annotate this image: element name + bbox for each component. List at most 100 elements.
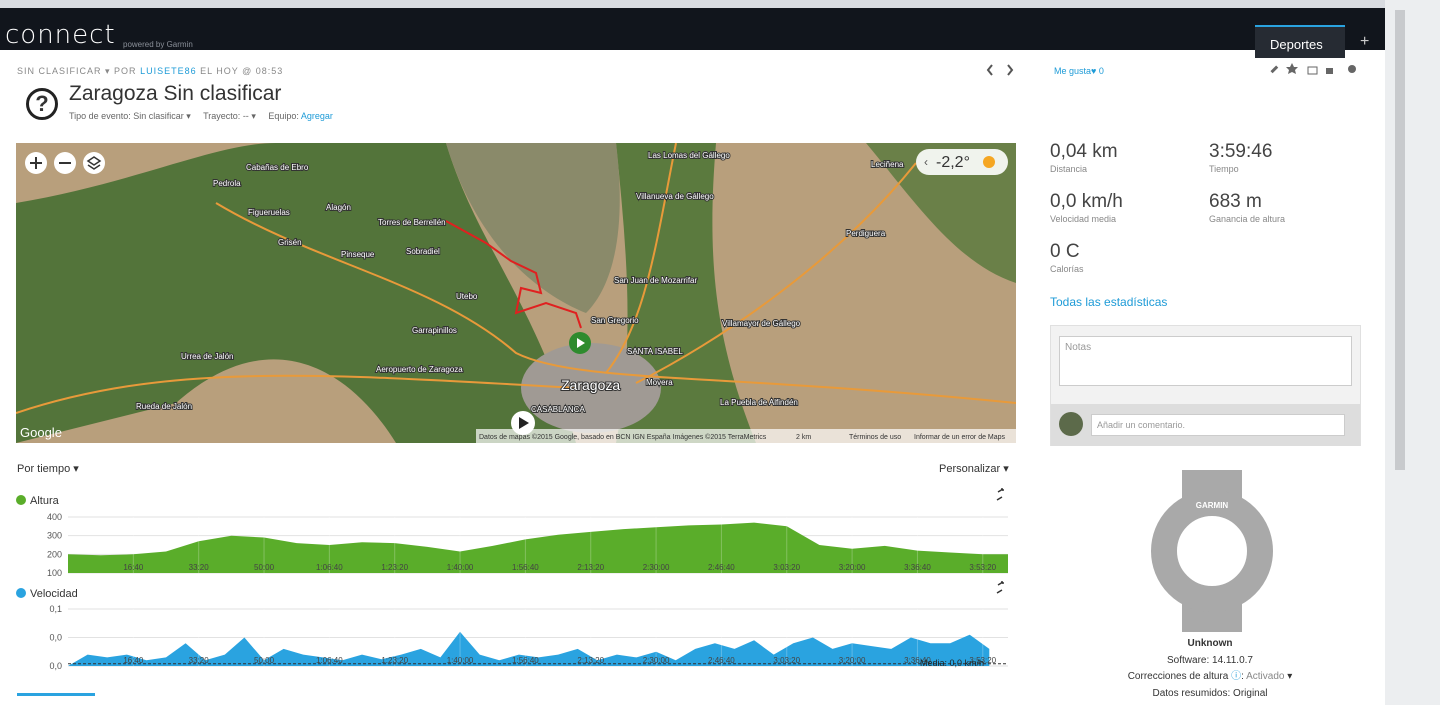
y-tick-label: 400 — [47, 512, 62, 522]
prev[interactable] — [986, 64, 993, 76]
mode-select[interactable]: Por tiempo ▾ — [17, 463, 79, 475]
place: Garrapinillos — [412, 326, 457, 335]
place: Leciñena — [871, 160, 904, 169]
place: Perdiguera — [846, 229, 886, 238]
stat-value: 683 m — [1209, 191, 1262, 212]
notes-panel: Notas Añadir un comentario. — [1050, 325, 1361, 446]
place: La Puebla de Alfindén — [720, 398, 798, 407]
next[interactable] — [1007, 64, 1014, 76]
x-tick-label: 1:06:40 — [316, 656, 343, 665]
terrain — [446, 143, 620, 313]
category[interactable]: SIN CLASIFICAR — [17, 66, 102, 76]
stat-value: 0,0 km/h — [1050, 191, 1123, 212]
by: POR — [114, 66, 137, 76]
zoom-in-icon — [30, 157, 42, 169]
powered-by: powered by Garmin — [123, 40, 193, 49]
corrections: Correcciones de altura ⓘ: Activado ▾ — [1127, 671, 1293, 682]
star-icon[interactable] — [1286, 63, 1298, 74]
chart-title: Altura — [30, 495, 60, 507]
gear-label: Equipo: — [268, 111, 299, 121]
top-bar: connect powered by Garmin Deportes + — [0, 0, 1385, 58]
breadcrumb: SIN CLASIFICAR ▾ POR LUISETE86 EL HOY @ … — [17, 66, 284, 76]
place: Torres de Berrellén — [378, 218, 446, 227]
place: Zaragoza — [561, 377, 620, 393]
share-icon[interactable] — [1307, 66, 1318, 75]
stat-label: Velocidad media — [1050, 214, 1117, 224]
settings-icon[interactable] — [1348, 65, 1356, 73]
corrections-value[interactable]: Activado — [1246, 671, 1285, 682]
attribution: Datos de mapas ©2015 Google, basado en B… — [479, 433, 767, 441]
toolbar — [1270, 63, 1356, 75]
gear[interactable]: Agregar — [300, 111, 333, 121]
all-stats[interactable]: Todas las estadísticas — [1050, 295, 1168, 309]
x-tick-label: 2:13:20 — [577, 563, 604, 572]
scrollbar[interactable] — [1385, 0, 1440, 705]
software: Software: 14.11.0.7 — [1167, 654, 1253, 666]
temperature: -2,2° — [936, 154, 970, 171]
sports-menu[interactable]: Deportes — [1255, 25, 1345, 58]
like-label[interactable]: Me gusta — [1054, 66, 1092, 76]
mode[interactable]: Por tiempo — [17, 463, 71, 475]
device-image: GARMIN — [1151, 470, 1273, 632]
date: EL HOY @ 08:53 — [200, 66, 284, 76]
course[interactable]: -- — [242, 111, 249, 121]
watch-bezel — [1151, 490, 1273, 612]
edit-icon[interactable] — [1270, 65, 1279, 74]
place: Cabañas de Ebro — [246, 163, 309, 172]
expand-icon[interactable] — [996, 581, 1004, 594]
sun-icon — [983, 156, 995, 168]
x-tick-label: 3:03:20 — [773, 656, 800, 665]
stat-value: 0,04 km — [1050, 141, 1118, 162]
map-labels: Cabañas de Ebro Pedrola Alagón Figueruel… — [135, 150, 905, 415]
place: San Juan de Mozarrifar — [614, 276, 697, 285]
place: Pedrola — [213, 179, 241, 188]
x-tick-label: 1:23:20 — [381, 656, 408, 665]
logo[interactable]: connect — [5, 20, 116, 50]
comment-input[interactable]: Añadir un comentario. — [1091, 414, 1345, 436]
user[interactable]: LUISETE86 — [140, 66, 197, 76]
nav-arrows[interactable] — [984, 62, 1020, 78]
customize[interactable]: Personalizar ▾ — [939, 463, 1009, 475]
lock-icon[interactable] — [1326, 68, 1333, 74]
stat-value: 0 C — [1050, 241, 1080, 262]
weather[interactable] — [916, 149, 1008, 175]
play-icon — [519, 417, 529, 429]
place: Urrea de Jalón — [181, 352, 233, 361]
y-tick-label: 0,1 — [49, 604, 62, 614]
customize-label[interactable]: Personalizar — [939, 463, 1001, 475]
place: Villanueva de Gállego — [636, 192, 714, 201]
scroll-thumb[interactable] — [1395, 10, 1405, 470]
google-logo: Google — [20, 425, 62, 440]
summary: Datos resumidos: Original — [1152, 687, 1268, 699]
notes[interactable]: Notas — [1059, 336, 1352, 386]
like[interactable]: Me gusta♥ 0 — [1054, 66, 1104, 76]
tab-indicator[interactable] — [17, 693, 95, 696]
place: Utebo — [456, 292, 478, 301]
activity-title[interactable]: Zaragoza Sin clasificar — [69, 82, 282, 105]
x-tick-label: 1:23:20 — [381, 563, 408, 572]
area — [68, 631, 990, 666]
attribution-bg — [476, 429, 1016, 443]
x-tick-label: 3:20:00 — [839, 656, 866, 665]
stat-value: 3:59:46 — [1209, 141, 1273, 162]
course-label: Trayecto: — [203, 111, 241, 121]
expand-icon[interactable] — [996, 488, 1004, 501]
x-tick-label: 50:00 — [254, 563, 275, 572]
x-tick-label: 16:40 — [123, 563, 144, 572]
report[interactable]: Informar de un error de Maps — [914, 434, 1006, 441]
place: Villamayor de Gállego — [722, 319, 801, 328]
terms[interactable]: Términos de uso — [849, 434, 901, 441]
layers[interactable] — [83, 152, 105, 174]
place: Aeropuerto de Zaragoza — [376, 365, 463, 374]
map[interactable]: Cabañas de Ebro Pedrola Alagón Figueruel… — [16, 143, 1016, 443]
add-button[interactable]: + — [1360, 33, 1370, 50]
place: Grisén — [278, 238, 302, 247]
scale: 2 km — [796, 434, 811, 441]
event[interactable]: Sin clasificar — [133, 111, 184, 121]
legend-dot — [16, 495, 26, 505]
device-name: Unknown — [1187, 638, 1233, 649]
place: San Gregorio — [591, 316, 639, 325]
y-tick-label: 0,0 — [49, 633, 62, 643]
x-tick-label: 33:20 — [189, 656, 210, 665]
